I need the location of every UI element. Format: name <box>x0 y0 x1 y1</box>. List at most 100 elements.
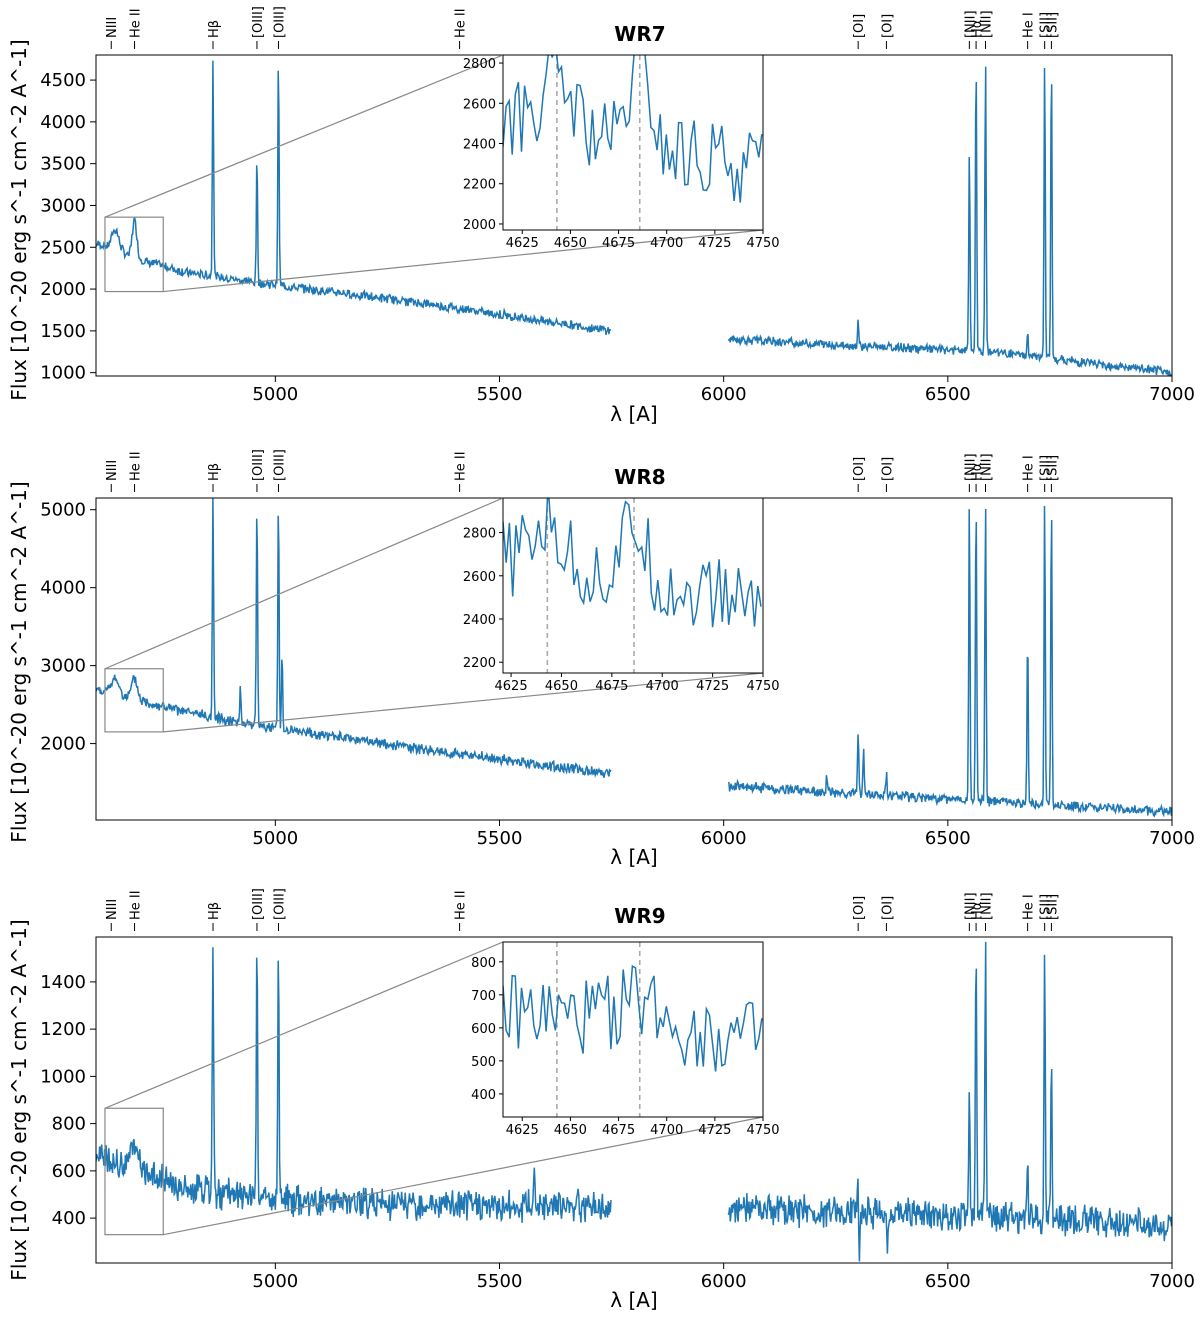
inset-spectrum-line <box>503 964 763 1072</box>
inset-y-tick-label: 2400 <box>463 613 496 628</box>
inset-x-tick-label: 4625 <box>506 236 539 251</box>
zoom-connector <box>104 497 504 670</box>
x-tick-label: 6500 <box>925 1271 971 1292</box>
line-label: [SII] <box>1045 12 1060 38</box>
inset-x-tick-label: 4650 <box>554 1123 587 1138</box>
inset-y-tick-label: 2000 <box>463 218 496 233</box>
zoom-box <box>104 668 164 733</box>
line-label: NIII <box>105 460 120 481</box>
y-tick-label: 2000 <box>40 279 86 300</box>
line-label: [OI] <box>880 14 895 38</box>
line-label: Hβ <box>207 20 222 38</box>
inset-x-tick-label: 4625 <box>506 1123 539 1138</box>
line-label: [OIII] <box>251 888 266 920</box>
zoom-box <box>104 216 164 293</box>
inset-frame <box>502 54 764 231</box>
inset-frame <box>502 497 764 674</box>
line-label: He I <box>1022 455 1037 481</box>
inset-x-tick-label: 4650 <box>554 236 587 251</box>
inset-y-tick-label: 2400 <box>463 138 496 153</box>
inset-x-tick-label: 4650 <box>545 679 578 694</box>
y-tick-label: 4000 <box>40 578 86 599</box>
x-tick-label: 6500 <box>925 384 971 405</box>
inset-y-tick-label: 400 <box>471 1088 496 1103</box>
inset-x-tick-label: 4750 <box>746 679 779 694</box>
inset-wr9: 4625 4650 4675 4700 4725 4750 400 500 600 700 800 <box>471 941 780 1138</box>
inset-wr8: 4625 4650 4675 4700 4725 4750 2200 2400 2600 2800 <box>463 497 780 694</box>
x-tick-label: 5500 <box>477 384 523 405</box>
y-tick-label: 3500 <box>40 154 86 175</box>
line-label: [OIII] <box>272 6 287 38</box>
inset-spectrum-line <box>503 498 762 628</box>
line-label: [OI] <box>852 14 867 38</box>
line-label: He II <box>129 8 144 38</box>
x-tick-label: 5500 <box>477 828 523 849</box>
x-tick-label: 6000 <box>701 1271 747 1292</box>
x-tick-label: 6500 <box>925 828 971 849</box>
line-label: He I <box>1022 12 1037 38</box>
line-label: [OI] <box>852 896 867 920</box>
x-tick-label: 7000 <box>1149 1271 1195 1292</box>
y-tick-label: 1500 <box>40 321 86 342</box>
y-tick-label: 600 <box>52 1161 86 1182</box>
inset-x-tick-label: 4675 <box>602 1123 635 1138</box>
y-tick-label: 1000 <box>40 1066 86 1087</box>
y-tick-label: 4000 <box>40 112 86 133</box>
inset-y-tick-label: 2200 <box>463 178 496 193</box>
line-label: [SII] <box>1039 455 1054 481</box>
x-tick-label: 7000 <box>1149 828 1195 849</box>
inset-x-tick-label: 4675 <box>595 679 628 694</box>
x-tick-label: 5500 <box>477 1271 523 1292</box>
y-tick-label: 400 <box>52 1208 86 1229</box>
line-label: Hα <box>970 20 985 38</box>
inset-frame <box>502 941 764 1118</box>
line-label: [SII] <box>1045 894 1060 920</box>
x-tick-label: 5000 <box>252 1271 298 1292</box>
line-label: [OI] <box>880 457 895 481</box>
x-tick-label: 6000 <box>701 384 747 405</box>
inset-y-tick-label: 2800 <box>463 57 496 72</box>
spectrum-line-blue <box>96 498 612 779</box>
y-tick-label: 1400 <box>40 972 86 993</box>
y-tick-label: 3000 <box>40 656 86 677</box>
zoom-connector <box>104 941 504 1109</box>
x-tick-label: 5000 <box>252 384 298 405</box>
inset-x-tick-label: 4725 <box>696 679 729 694</box>
inset-y-tick-label: 800 <box>471 956 496 971</box>
line-label: [NII] <box>979 10 994 38</box>
line-label: NIII <box>105 17 120 38</box>
x-tick-label: 5000 <box>252 828 298 849</box>
spectrum-line-blue <box>96 60 612 335</box>
inset-x-tick-label: 4625 <box>495 679 528 694</box>
line-label: [OIII] <box>251 449 266 481</box>
panel-wr7: 5000 5500 6000 6500 7000 1000 1500 2000 2500 3000… <box>7 6 1195 426</box>
line-label: NIII <box>105 899 120 920</box>
inset-x-tick-label: 4725 <box>698 1123 731 1138</box>
zoom-connector <box>163 229 764 293</box>
inset-x-tick-label: 4700 <box>646 679 679 694</box>
inset-x-tick-label: 4750 <box>746 1123 779 1138</box>
inset-x-tick-label: 4675 <box>602 236 635 251</box>
inset-spectrum-line <box>503 55 763 203</box>
x-axis-label: λ [A] <box>610 845 657 869</box>
y-tick-label: 3000 <box>40 195 86 216</box>
inset-y-tick-label: 2200 <box>463 656 496 671</box>
x-tick-label: 7000 <box>1149 384 1195 405</box>
zoom-box <box>104 1107 164 1236</box>
chart-title: WR7 <box>614 22 665 46</box>
inset-y-tick-label: 2600 <box>463 97 496 112</box>
inset-y-tick-label: 2600 <box>463 570 496 585</box>
inset-wr7: 4625 4650 4675 4700 4725 4750 2000 2200 2400 2600… <box>463 54 780 251</box>
spectrum-line-red <box>728 66 1172 376</box>
y-tick-label: 2500 <box>40 237 86 258</box>
spectrum-line-red <box>728 505 1172 818</box>
line-label: [SII] <box>1039 12 1054 38</box>
inset-y-tick-label: 600 <box>471 1022 496 1037</box>
axes-frame <box>95 936 1173 1264</box>
inset-y-tick-label: 500 <box>471 1055 496 1070</box>
line-label: [OIII] <box>272 449 287 481</box>
line-label: Hβ <box>207 902 222 920</box>
panel-wr8: 5000 5500 6000 6500 7000 2000 3000 4000 5000 λ [A… <box>7 449 1195 869</box>
y-axis-label: Flux [10^-20 erg s^-1 cm^-2 A^-1] <box>7 919 31 1280</box>
line-label: He II <box>454 451 469 481</box>
